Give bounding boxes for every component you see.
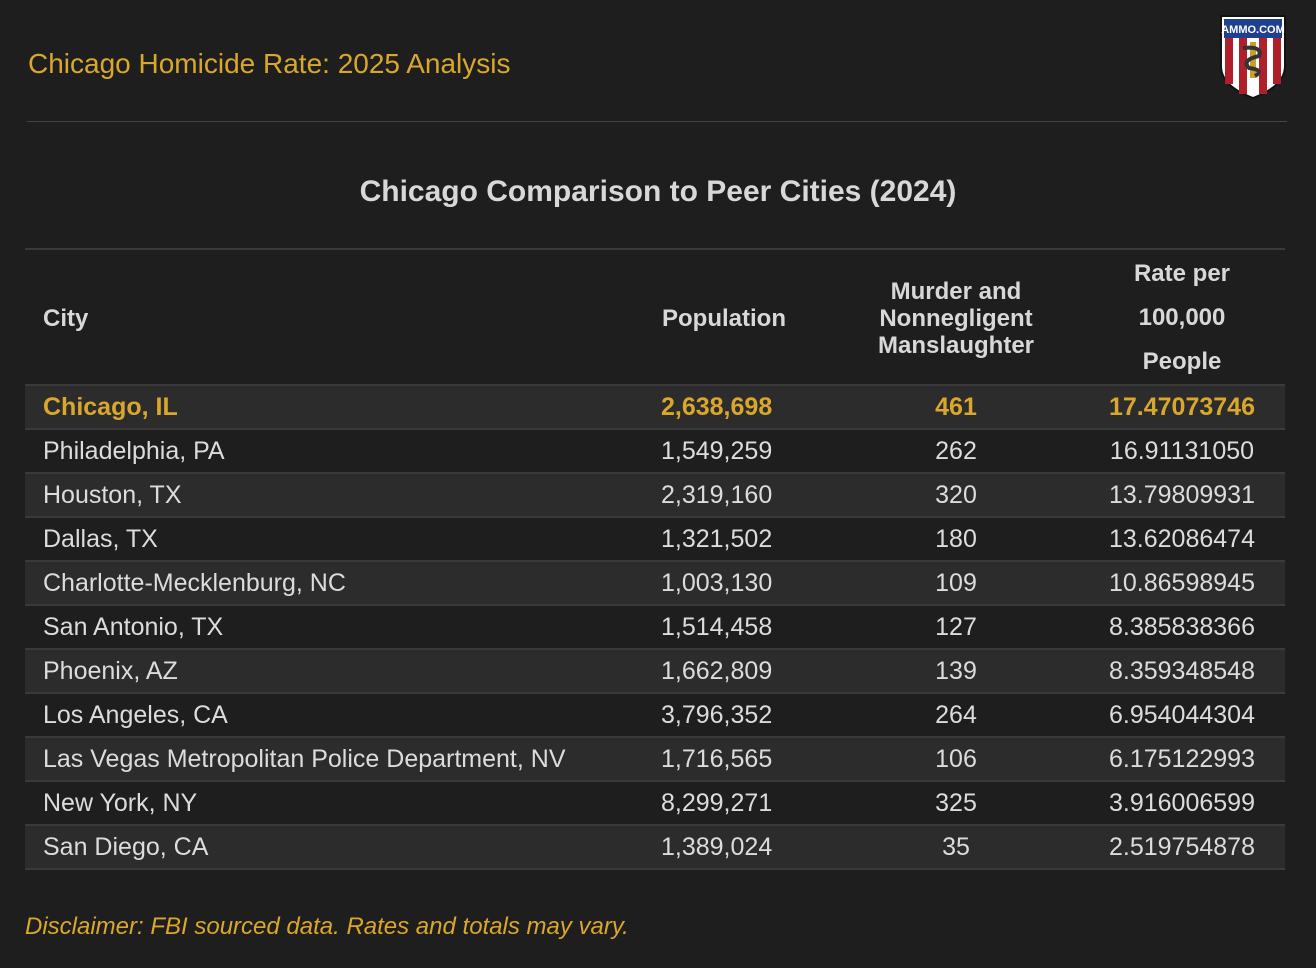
table-row: Houston, TX 2,319,160 320 13.79809931 <box>25 472 1285 517</box>
cell-city: Charlotte-Mecklenburg, NC <box>25 560 661 605</box>
cell-rate: 13.79809931 <box>1079 472 1285 517</box>
cell-murders: 461 <box>833 384 1079 429</box>
cell-city: San Diego, CA <box>25 824 661 870</box>
cell-murders: 264 <box>833 692 1079 737</box>
table-row: Philadelphia, PA 1,549,259 262 16.91131050 <box>25 428 1285 473</box>
table-row: New York, NY 8,299,271 325 3.916006599 <box>25 780 1285 825</box>
cell-rate: 13.62086474 <box>1079 516 1285 561</box>
table-row: Las Vegas Metropolitan Police Department… <box>25 736 1285 781</box>
cell-population: 1,003,130 <box>661 560 833 605</box>
cell-rate: 16.91131050 <box>1079 428 1285 473</box>
cell-murders: 180 <box>833 516 1079 561</box>
cell-population: 2,319,160 <box>661 472 833 517</box>
divider <box>27 121 1287 122</box>
cell-rate: 6.175122993 <box>1079 736 1285 781</box>
cell-population: 1,549,259 <box>661 428 833 473</box>
cell-murders: 35 <box>833 824 1079 870</box>
cell-city: Chicago, IL <box>25 384 661 429</box>
table-row: San Diego, CA 1,389,024 35 2.519754878 <box>25 824 1285 870</box>
cell-population: 1,389,024 <box>661 824 833 870</box>
table-row: Phoenix, AZ 1,662,809 139 8.359348548 <box>25 648 1285 693</box>
svg-text:AMMO.COM: AMMO.COM <box>1221 24 1285 36</box>
cell-rate: 2.519754878 <box>1079 824 1285 870</box>
cell-murders: 262 <box>833 428 1079 473</box>
table-row: Charlotte-Mecklenburg, NC 1,003,130 109 10.… <box>25 560 1285 605</box>
page-title: Chicago Homicide Rate: 2025 Analysis <box>28 48 511 79</box>
table-row: Los Angeles, CA 3,796,352 264 6.954044304 <box>25 692 1285 737</box>
cell-city: Phoenix, AZ <box>25 648 661 693</box>
table-header-row: City Population Murder and Nonnegligent … <box>25 252 1285 385</box>
cell-murders: 325 <box>833 780 1079 825</box>
table-title: Chicago Comparison to Peer Cities (2024) <box>359 175 957 208</box>
column-header-population: Population <box>662 304 786 332</box>
cell-city: Los Angeles, CA <box>25 692 661 737</box>
cell-rate: 8.385838366 <box>1079 604 1285 649</box>
cell-city: Houston, TX <box>25 472 661 517</box>
table-row: Chicago, IL 2,638,698 461 17.47073746 <box>25 384 1285 429</box>
cell-rate: 17.47073746 <box>1079 384 1285 429</box>
cell-murders: 109 <box>833 560 1079 605</box>
comparison-table: City Population Murder and Nonnegligent … <box>25 252 1285 870</box>
column-header-murders: Murder and Nonnegligent Manslaughter <box>877 277 1035 359</box>
cell-population: 1,514,458 <box>661 604 833 649</box>
cell-population: 1,662,809 <box>661 648 833 693</box>
cell-city: San Antonio, TX <box>25 604 661 649</box>
cell-city: Philadelphia, PA <box>25 428 661 473</box>
cell-city: Dallas, TX <box>25 516 661 561</box>
ammo-com-logo: AMMO.COM ★ <box>1220 15 1286 100</box>
divider <box>25 248 1285 250</box>
cell-city: New York, NY <box>25 780 661 825</box>
cell-rate: 3.916006599 <box>1079 780 1285 825</box>
cell-population: 3,796,352 <box>661 692 833 737</box>
column-header-rate: Rate per 100,000 People <box>1133 260 1231 375</box>
svg-text:★: ★ <box>1249 84 1257 94</box>
cell-murders: 127 <box>833 604 1079 649</box>
cell-population: 1,321,502 <box>661 516 833 561</box>
column-header-city: City <box>43 304 89 332</box>
cell-rate: 8.359348548 <box>1079 648 1285 693</box>
cell-murders: 139 <box>833 648 1079 693</box>
cell-population: 2,638,698 <box>661 384 833 429</box>
cell-murders: 320 <box>833 472 1079 517</box>
disclaimer: Disclaimer: FBI sourced data. Rates and … <box>25 913 629 940</box>
table-row: Dallas, TX 1,321,502 180 13.62086474 <box>25 516 1285 561</box>
cell-city: Las Vegas Metropolitan Police Department… <box>25 736 661 781</box>
cell-population: 8,299,271 <box>661 780 833 825</box>
cell-murders: 106 <box>833 736 1079 781</box>
table-row: San Antonio, TX 1,514,458 127 8.385838366 <box>25 604 1285 649</box>
cell-rate: 10.86598945 <box>1079 560 1285 605</box>
cell-population: 1,716,565 <box>661 736 833 781</box>
cell-rate: 6.954044304 <box>1079 692 1285 737</box>
